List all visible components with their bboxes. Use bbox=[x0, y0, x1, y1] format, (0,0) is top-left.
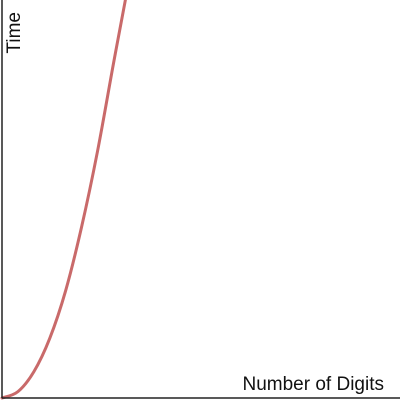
y-axis-label: Time bbox=[4, 12, 25, 54]
x-axis-label: Number of Digits bbox=[243, 374, 385, 395]
series-layer bbox=[0, 0, 127, 400]
series-line-0 bbox=[0, 0, 127, 400]
